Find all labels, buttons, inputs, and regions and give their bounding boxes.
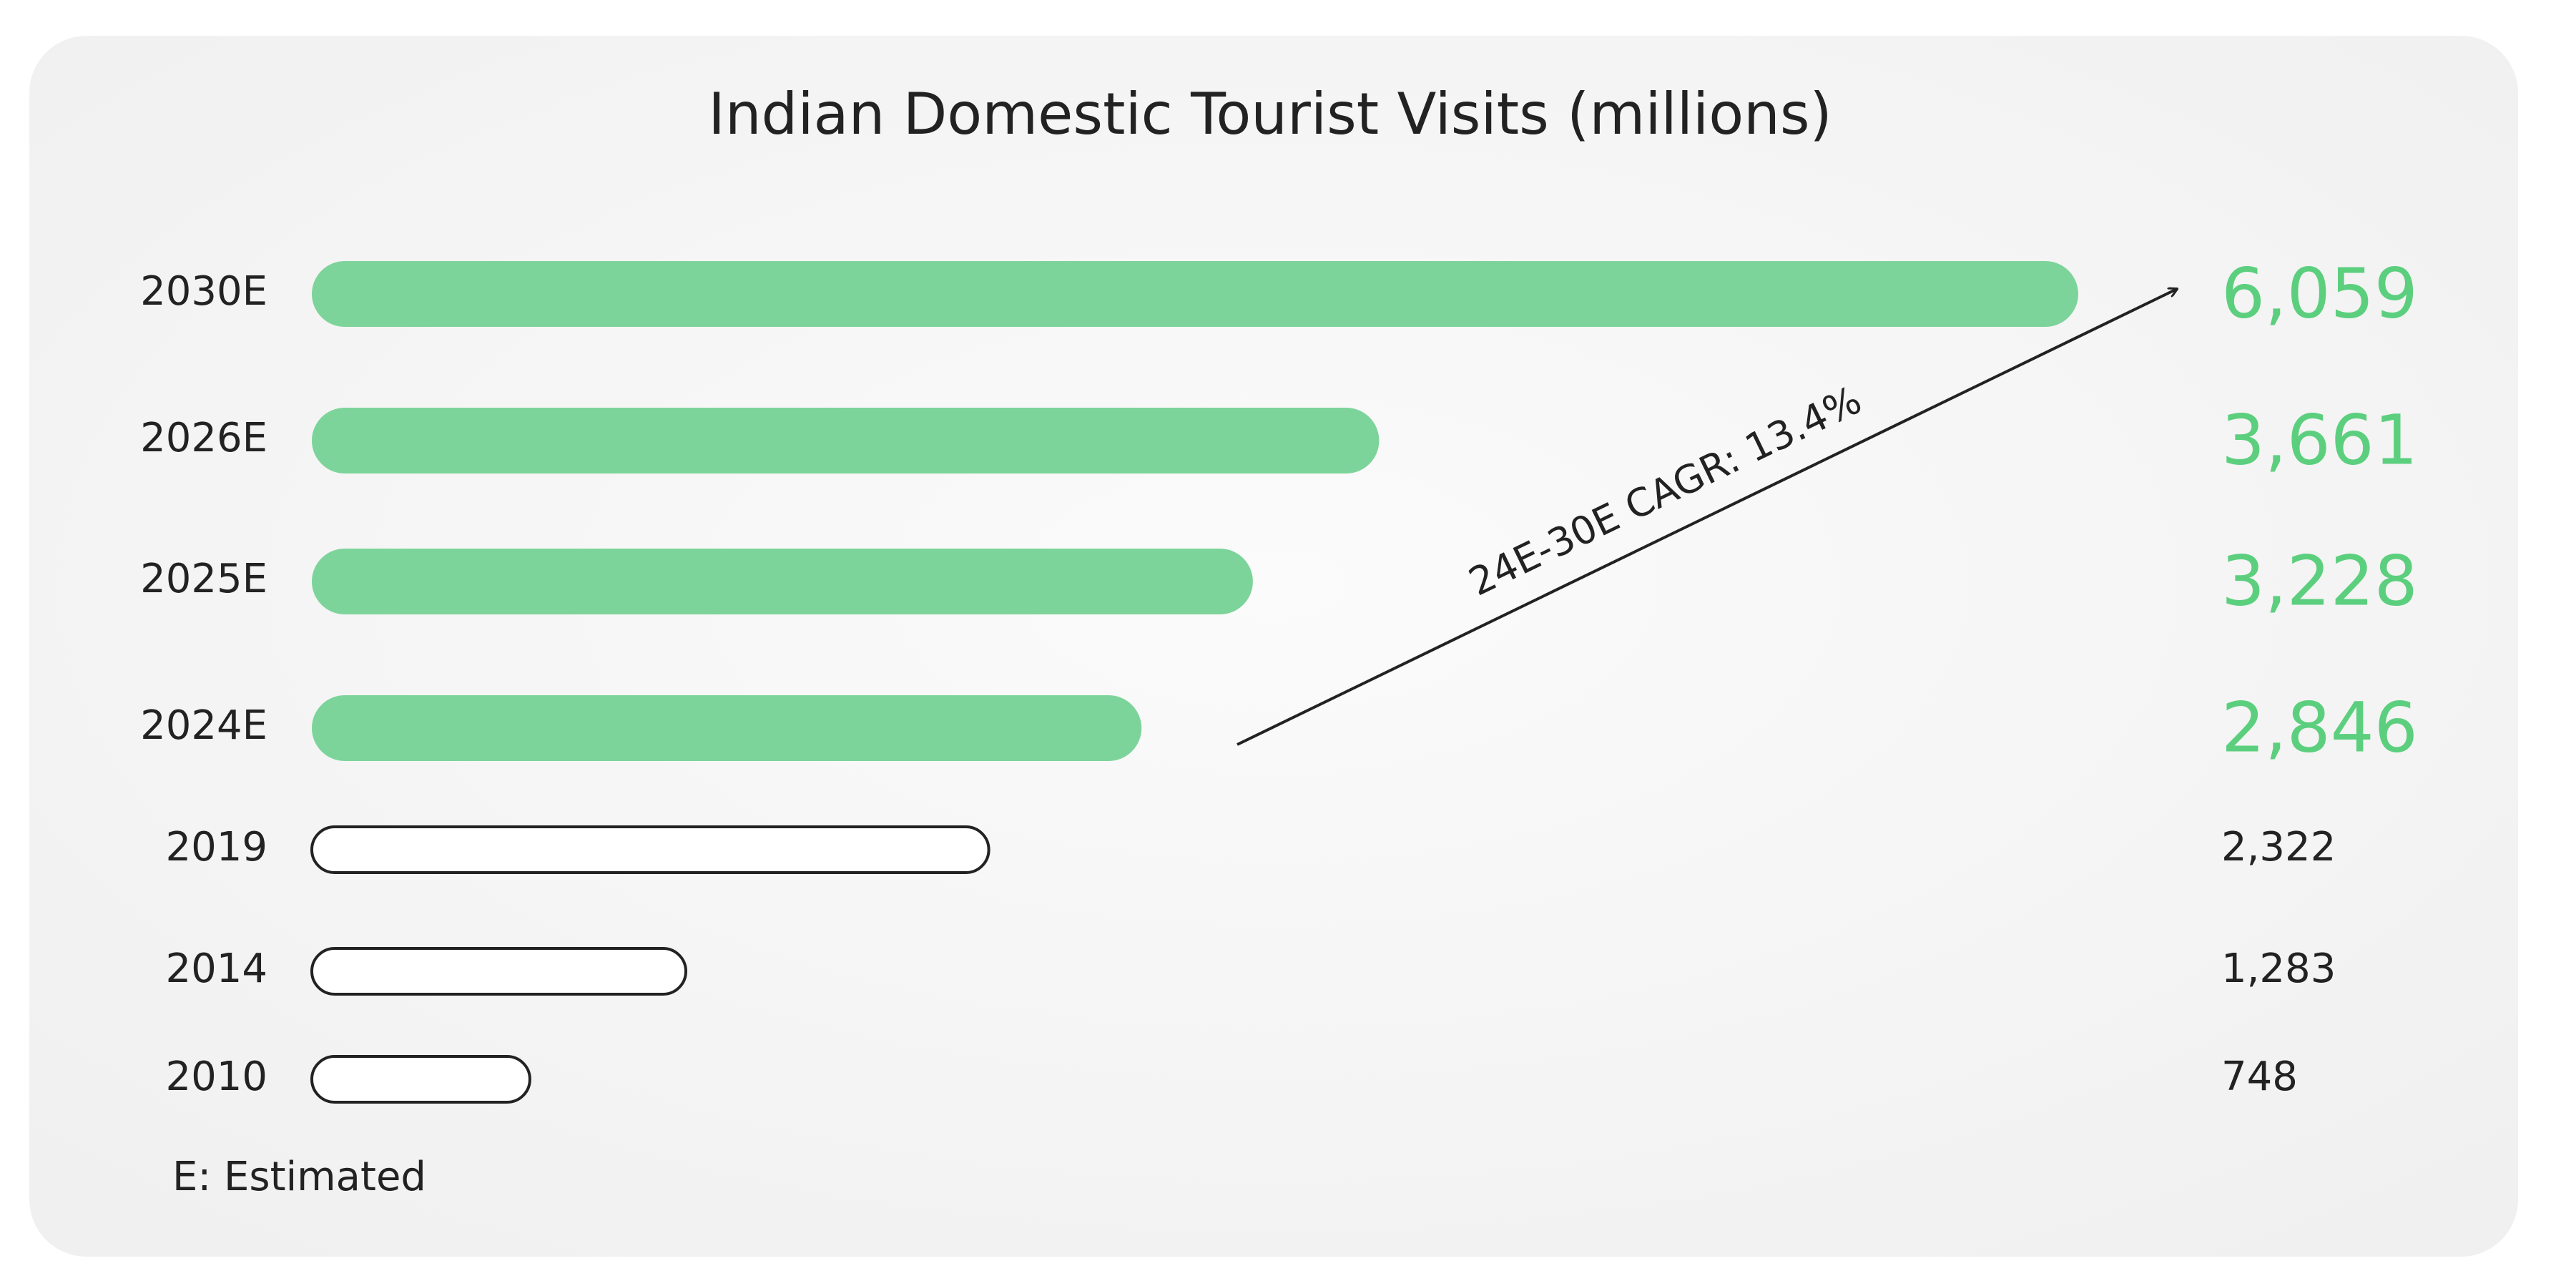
category-label: 2025E — [140, 556, 267, 602]
value-label: 3,228 — [2221, 541, 2418, 621]
category-label: 2019 — [165, 824, 267, 870]
value-label: 1,283 — [2221, 946, 2336, 992]
cagr-arrow — [1237, 289, 2177, 746]
chart-title: Indian Domestic Tourist Visits (millions… — [708, 81, 1832, 147]
value-label: 6,059 — [2221, 253, 2418, 333]
category-label: 2030E — [140, 268, 267, 315]
bar — [312, 549, 1253, 614]
bar — [310, 825, 990, 874]
bar — [312, 408, 1380, 473]
value-label: 3,661 — [2221, 400, 2418, 480]
category-label: 2010 — [165, 1054, 267, 1100]
category-label: 2026E — [140, 415, 267, 461]
category-label: 2024E — [140, 702, 267, 749]
value-label: 748 — [2221, 1054, 2298, 1100]
bar — [312, 695, 1142, 761]
bar — [310, 947, 688, 996]
footnote: E: Estimated — [172, 1154, 426, 1200]
bar — [312, 261, 2078, 327]
value-label: 2,322 — [2221, 824, 2336, 870]
bar — [310, 1055, 531, 1104]
category-label: 2014 — [165, 946, 267, 992]
value-label: 2,846 — [2221, 687, 2418, 767]
